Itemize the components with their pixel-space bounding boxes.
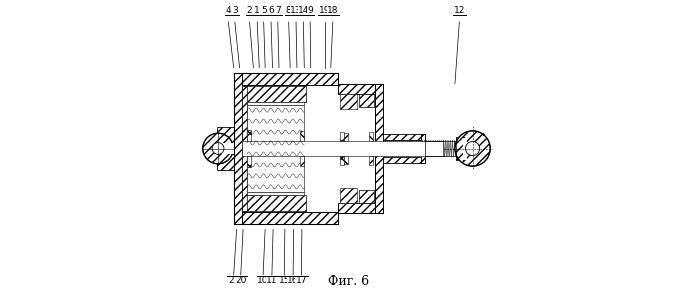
Bar xyxy=(217,154,239,170)
Bar xyxy=(340,156,344,165)
Circle shape xyxy=(203,133,233,164)
Bar xyxy=(340,188,357,203)
Bar xyxy=(369,132,373,141)
Bar xyxy=(369,156,373,165)
Bar xyxy=(344,156,348,164)
Text: 1: 1 xyxy=(254,6,260,15)
Bar xyxy=(242,195,306,211)
Text: 3: 3 xyxy=(232,6,238,15)
Bar xyxy=(375,84,383,213)
Text: 21: 21 xyxy=(228,276,239,285)
Bar xyxy=(338,203,383,213)
Bar xyxy=(359,94,374,107)
Text: 20: 20 xyxy=(235,276,246,285)
Text: 9: 9 xyxy=(307,6,313,15)
Text: 19: 19 xyxy=(319,6,331,15)
Bar xyxy=(383,157,426,163)
Bar xyxy=(247,192,304,195)
Bar xyxy=(242,86,306,102)
Bar xyxy=(242,86,247,211)
Bar xyxy=(300,131,304,141)
Bar xyxy=(234,212,338,224)
Text: Фиг. 6: Фиг. 6 xyxy=(329,275,369,288)
Bar xyxy=(247,102,304,105)
Text: 13: 13 xyxy=(290,6,302,15)
Bar xyxy=(383,134,426,140)
Bar xyxy=(338,84,383,94)
Circle shape xyxy=(466,141,480,156)
Bar xyxy=(247,105,304,192)
Text: 7: 7 xyxy=(275,6,281,15)
Text: 16: 16 xyxy=(288,276,299,285)
Bar xyxy=(234,73,242,224)
Text: 2: 2 xyxy=(246,6,253,15)
Bar xyxy=(456,137,463,160)
Text: 5: 5 xyxy=(261,6,267,15)
Bar xyxy=(247,130,251,141)
Bar xyxy=(217,143,234,154)
Bar xyxy=(242,141,443,156)
Circle shape xyxy=(455,131,490,166)
Text: 15: 15 xyxy=(279,276,290,285)
Bar xyxy=(344,133,348,141)
Text: 10: 10 xyxy=(258,276,269,285)
Bar xyxy=(340,94,357,109)
Bar xyxy=(340,132,344,141)
Bar xyxy=(359,190,374,203)
Text: 8: 8 xyxy=(285,6,292,15)
Text: 6: 6 xyxy=(268,6,274,15)
Text: 18: 18 xyxy=(327,6,339,15)
Bar xyxy=(217,127,239,143)
Bar xyxy=(234,73,338,85)
Text: 12: 12 xyxy=(454,6,465,15)
Bar xyxy=(426,140,456,157)
Circle shape xyxy=(212,143,224,154)
Bar xyxy=(247,156,251,167)
Text: 17: 17 xyxy=(295,276,307,285)
Text: 4: 4 xyxy=(225,6,231,15)
Bar xyxy=(421,134,426,163)
Text: 11: 11 xyxy=(266,276,278,285)
Bar xyxy=(463,137,467,160)
Text: 14: 14 xyxy=(298,6,309,15)
Bar xyxy=(300,156,304,166)
